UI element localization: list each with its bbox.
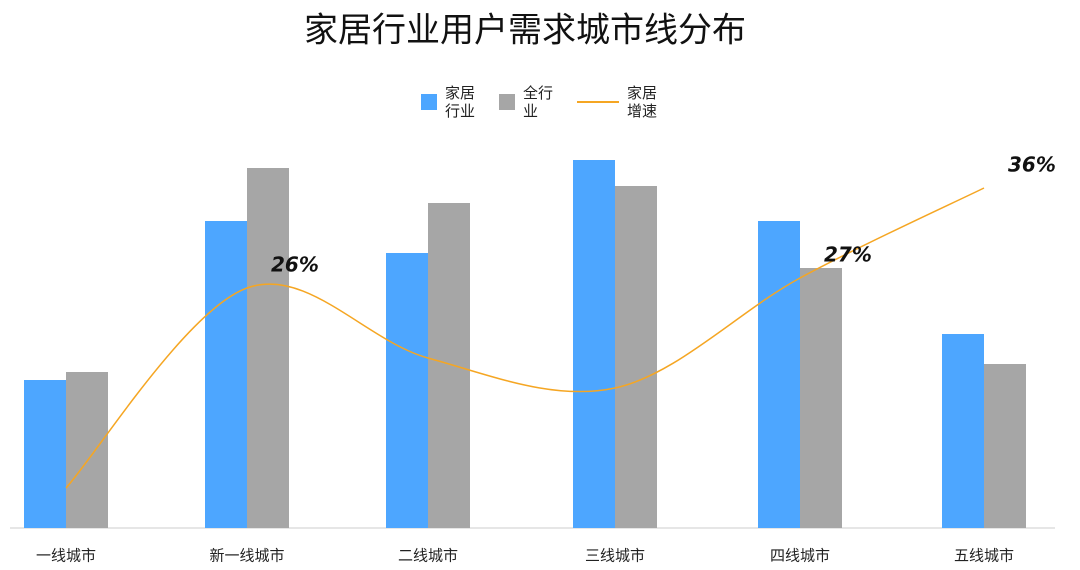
x-tick-label: 一线城市 [36, 547, 96, 565]
x-tick-label: 三线城市 [585, 547, 645, 565]
bar [573, 160, 615, 528]
legend-label: 全行业 [523, 84, 554, 120]
bar [24, 380, 66, 528]
line [65, 187, 985, 489]
x-tick-label: 四线城市 [770, 547, 830, 565]
bar [942, 334, 984, 528]
bar [758, 221, 800, 528]
bar [66, 372, 108, 528]
data-label: 27% [824, 243, 872, 267]
bar [800, 268, 842, 528]
chart-title: 家居行业用户需求城市线分布 [304, 11, 746, 51]
legend-swatch [577, 101, 619, 103]
bar [247, 168, 289, 528]
x-tick-label: 二线城市 [398, 547, 458, 565]
x-tick-label: 新一线城市 [209, 547, 284, 565]
data-label: 36% [1008, 153, 1056, 177]
legend: 家居行业 全行业 家居增速 [0, 84, 1080, 120]
bar [428, 203, 470, 528]
x-tick-label: 五线城市 [954, 547, 1014, 565]
bar [984, 364, 1026, 528]
legend-label: 家居增速 [627, 84, 658, 120]
data-label: 26% [271, 253, 319, 277]
legend-swatch [499, 94, 515, 110]
legend-item: 全行业 [499, 84, 555, 120]
bar [615, 186, 657, 528]
bar [205, 221, 247, 528]
legend-label: 家居行业 [445, 84, 476, 120]
bar [386, 253, 428, 528]
legend-item: 家居行业 [421, 84, 477, 120]
legend-item: 家居增速 [577, 84, 659, 120]
legend-swatch [421, 94, 437, 110]
